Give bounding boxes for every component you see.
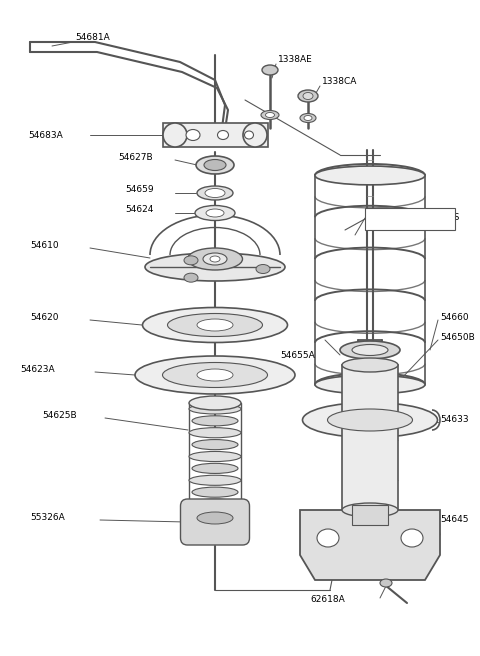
Text: 54620: 54620 — [30, 314, 59, 323]
Ellipse shape — [135, 356, 295, 394]
Ellipse shape — [302, 403, 437, 438]
Text: 1338CA: 1338CA — [322, 77, 358, 87]
Ellipse shape — [327, 409, 412, 431]
Ellipse shape — [192, 440, 238, 449]
Ellipse shape — [217, 131, 228, 140]
Ellipse shape — [184, 256, 198, 265]
Ellipse shape — [205, 188, 225, 197]
Ellipse shape — [300, 113, 316, 123]
Ellipse shape — [189, 475, 241, 485]
Ellipse shape — [189, 451, 241, 462]
Ellipse shape — [352, 344, 388, 356]
Text: 54625B: 54625B — [42, 411, 77, 419]
Text: 62618A: 62618A — [310, 596, 345, 604]
Ellipse shape — [203, 253, 227, 265]
Text: 1338AE: 1338AE — [278, 56, 313, 64]
Ellipse shape — [303, 92, 313, 100]
Ellipse shape — [195, 205, 235, 220]
Ellipse shape — [189, 396, 241, 410]
Ellipse shape — [188, 248, 242, 270]
Ellipse shape — [304, 115, 312, 121]
Ellipse shape — [315, 375, 425, 394]
Ellipse shape — [192, 463, 238, 474]
Polygon shape — [300, 510, 440, 580]
Ellipse shape — [342, 358, 398, 372]
Ellipse shape — [244, 131, 253, 139]
Ellipse shape — [184, 273, 198, 282]
Ellipse shape — [342, 503, 398, 517]
Text: 54650B: 54650B — [440, 333, 475, 342]
Ellipse shape — [262, 65, 278, 75]
Ellipse shape — [192, 416, 238, 426]
Text: 54633: 54633 — [440, 415, 468, 424]
Text: 54655A: 54655A — [280, 350, 315, 359]
Bar — [352, 505, 388, 525]
Ellipse shape — [197, 186, 233, 200]
Text: 54683A: 54683A — [28, 131, 63, 140]
Text: 55326A: 55326A — [30, 514, 65, 522]
Bar — [365, 208, 455, 230]
Ellipse shape — [243, 123, 267, 147]
Ellipse shape — [204, 159, 226, 171]
Ellipse shape — [380, 579, 392, 587]
Text: 54623A: 54623A — [20, 365, 55, 375]
Ellipse shape — [186, 129, 200, 140]
FancyBboxPatch shape — [180, 499, 250, 545]
Ellipse shape — [206, 209, 224, 217]
Bar — [342, 365, 398, 510]
Ellipse shape — [145, 253, 285, 281]
Ellipse shape — [163, 363, 267, 388]
Ellipse shape — [210, 256, 220, 262]
Ellipse shape — [143, 308, 288, 342]
Ellipse shape — [197, 369, 233, 381]
Ellipse shape — [315, 166, 425, 185]
Ellipse shape — [189, 404, 241, 414]
Text: 54630S: 54630S — [426, 213, 460, 222]
Ellipse shape — [256, 264, 270, 274]
Ellipse shape — [189, 499, 241, 509]
Ellipse shape — [340, 341, 400, 359]
Ellipse shape — [197, 319, 233, 331]
Text: 54645: 54645 — [440, 516, 468, 525]
Text: 54624: 54624 — [125, 205, 154, 215]
Ellipse shape — [401, 529, 423, 547]
Text: 54659: 54659 — [125, 186, 154, 194]
Ellipse shape — [317, 529, 339, 547]
Text: 54660: 54660 — [440, 314, 468, 323]
Ellipse shape — [196, 156, 234, 174]
Ellipse shape — [192, 487, 238, 497]
Ellipse shape — [189, 428, 241, 438]
Ellipse shape — [163, 123, 187, 147]
Ellipse shape — [168, 314, 263, 337]
Text: 54627B: 54627B — [118, 152, 153, 161]
Ellipse shape — [261, 110, 279, 119]
Text: 54610: 54610 — [30, 241, 59, 249]
Text: 54681A: 54681A — [75, 33, 110, 43]
Bar — [163, 123, 268, 147]
Ellipse shape — [298, 90, 318, 102]
Ellipse shape — [265, 112, 275, 117]
Ellipse shape — [197, 512, 233, 524]
